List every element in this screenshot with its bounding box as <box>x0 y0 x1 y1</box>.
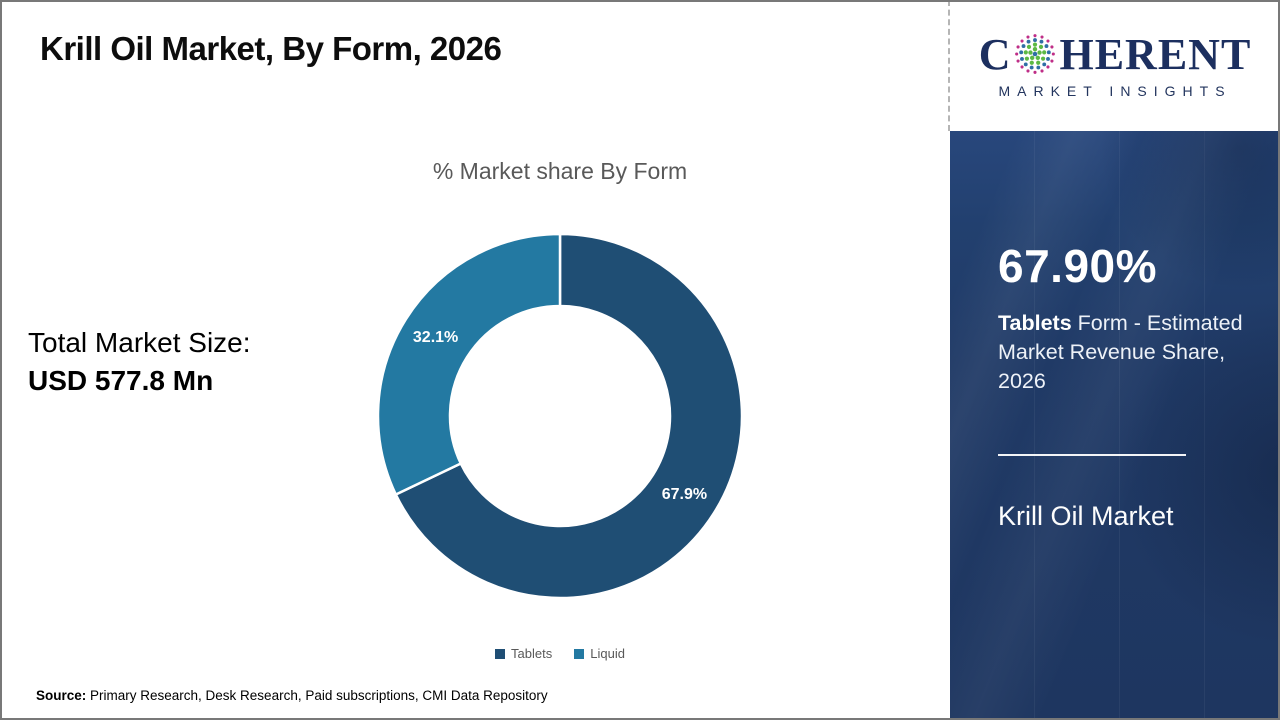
chart-legend: Tablets Liquid <box>370 646 750 661</box>
highlight-percentage: 67.90% <box>998 240 1158 292</box>
donut-chart: 67.9% 32.1% <box>370 226 750 606</box>
legend-swatch-tablets <box>495 648 506 659</box>
brand-letters-rest: HERENT <box>1059 30 1252 79</box>
page-title: Krill Oil Market, By Form, 2026 <box>40 30 502 67</box>
donut-slice-liquid <box>376 232 562 496</box>
total-market-size-value: USD 577.8 Mn <box>28 365 214 396</box>
donut-slice-tablets <box>394 232 744 600</box>
legend-label-tablets: Tablets <box>511 646 553 661</box>
coherent-globe-icon <box>1015 34 1056 74</box>
highlight-panel: 67.90% Tablets Form - Estimated Market R… <box>950 131 1280 720</box>
source-label: Source: <box>36 688 87 703</box>
slice-label-tablets: 67.9% <box>662 486 707 503</box>
legend-item-liquid: Liquid <box>574 646 625 661</box>
total-market-size: Total Market Size: USD 577.8 Mn <box>28 324 251 400</box>
brand-logo: C HERENT MARKET INSIGHTS <box>948 0 1280 131</box>
brand-letter-c: C <box>978 30 1012 79</box>
source-note: Source: Primary Research, Desk Research,… <box>36 688 548 703</box>
total-market-size-label: Total Market Size: <box>28 327 251 358</box>
highlight-description-rest: Form - Estimated Market Revenue Share, 2… <box>998 311 1243 393</box>
slice-label-liquid: 32.1% <box>413 329 458 346</box>
highlight-description: Tablets Form - Estimated Market Revenue … <box>998 309 1250 396</box>
donut-chart-svg: 67.9% 32.1% <box>376 232 744 600</box>
source-text: Primary Research, Desk Research, Paid su… <box>86 688 548 703</box>
legend-label-liquid: Liquid <box>590 646 625 661</box>
chart-title: % Market share By Form <box>432 158 688 184</box>
panel-divider <box>998 454 1186 456</box>
panel-market-name: Krill Oil Market <box>998 501 1174 531</box>
highlight-description-segment: Tablets <box>998 311 1072 335</box>
legend-swatch-liquid <box>574 648 585 659</box>
brand-wordmark: C HERENT <box>979 32 1252 78</box>
brand-tagline: MARKET INSIGHTS <box>998 83 1232 99</box>
legend-item-tablets: Tablets <box>495 646 552 661</box>
